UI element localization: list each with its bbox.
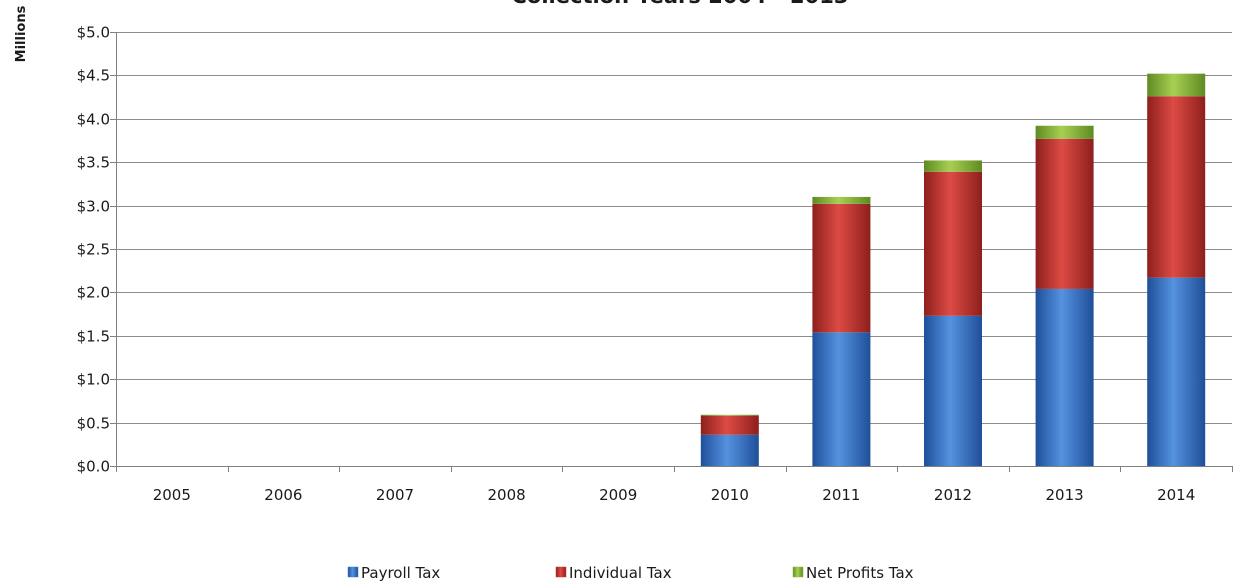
bar-net-profits-tax-2013	[1035, 125, 1094, 139]
bars	[700, 73, 1206, 466]
x-tick-label: 2006	[264, 486, 302, 504]
y-tick-label: $3.5	[77, 154, 110, 172]
x-tick-label: 2014	[1157, 486, 1195, 504]
legend: Payroll Tax Individual Tax Net Profits Tax	[347, 564, 914, 582]
y-tick-label: $0.0	[77, 458, 110, 476]
legend-swatch	[792, 566, 804, 578]
y-tick-label: $3.0	[77, 198, 110, 216]
bar-net-profits-tax-2014	[1147, 73, 1206, 97]
bar-payroll-tax-2010	[700, 434, 759, 466]
bar-individual-tax-2012	[924, 171, 982, 316]
bar-individual-tax-2014	[1147, 96, 1206, 278]
bar-payroll-tax-2013	[1035, 288, 1094, 466]
x-axis-ticks: 2005 2006 2007 2008 2009 2010 2011 2012 2013 2014	[116, 466, 1233, 504]
y-tick-label: $2.5	[77, 241, 110, 259]
bar-individual-tax-2013	[1035, 138, 1094, 289]
y-axis-ticks: $0.0 $0.5 $1.0 $1.5 $2.0 $2.5 $3.0 $3.5 $4.0 $4.5…	[77, 24, 116, 476]
x-tick-label: 2009	[599, 486, 637, 504]
x-tick-label: 2013	[1046, 486, 1084, 504]
y-tick-label: $2.0	[77, 284, 110, 302]
y-tick-label: $4.0	[77, 111, 110, 129]
bar-payroll-tax-2014	[1147, 277, 1206, 466]
bar-payroll-tax-2011	[812, 332, 871, 466]
y-tick-label: $1.5	[77, 328, 110, 346]
legend-label: Individual Tax	[569, 564, 672, 582]
x-tick-label: 2008	[488, 486, 526, 504]
x-tick-label: 2011	[822, 486, 860, 504]
bar-individual-tax-2011	[812, 203, 871, 333]
legend-swatch	[555, 566, 567, 578]
gridlines	[116, 32, 1232, 424]
y-axis-label: Millions	[14, 5, 29, 62]
bar-individual-tax-2010	[700, 415, 759, 435]
x-tick-label: 2012	[934, 486, 972, 504]
bar-net-profits-tax-2010	[700, 414, 759, 416]
x-tick-label: 2010	[711, 486, 749, 504]
legend-label: Net Profits Tax	[806, 564, 914, 582]
legend-label: Payroll Tax	[361, 564, 440, 582]
bar-net-profits-tax-2011	[812, 196, 871, 204]
y-tick-label: $4.5	[77, 67, 110, 85]
bar-payroll-tax-2012	[924, 315, 982, 466]
chart-title: Collection Years 2004 - 2013	[512, 0, 849, 8]
x-tick-label: 2007	[376, 486, 414, 504]
bar-net-profits-tax-2012	[924, 160, 982, 172]
y-tick-label: $0.5	[77, 415, 110, 433]
y-tick-label: $1.0	[77, 371, 110, 389]
legend-swatch	[347, 566, 359, 578]
x-tick-label: 2005	[153, 486, 191, 504]
y-tick-label: $5.0	[77, 24, 110, 42]
